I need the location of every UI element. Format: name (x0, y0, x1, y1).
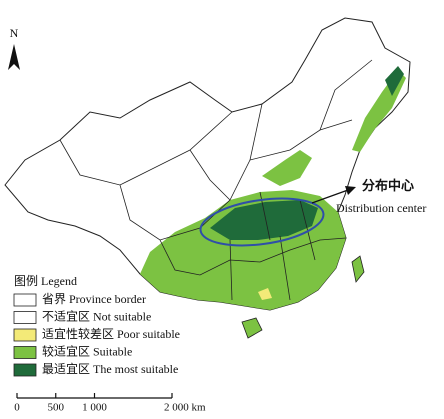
legend-swatch (13, 293, 37, 307)
legend-swatch (13, 328, 37, 342)
legend-label: 适宜性较差区 Poor suitable (42, 326, 180, 341)
most-suitable-area (210, 200, 318, 240)
island (241, 317, 263, 339)
scale-label: 2 000 km (164, 402, 206, 414)
poor-area (258, 288, 272, 300)
province-border (319, 59, 373, 131)
scale-label: 500 (48, 402, 65, 414)
distribution-ellipse (199, 197, 325, 247)
province-border (189, 149, 231, 201)
province-border (159, 237, 347, 276)
legend-swatch (13, 311, 37, 324)
scale-label: 1 000 (82, 402, 107, 414)
arrow-line (311, 189, 349, 204)
legend-label: 最适宜区 The most suitable (42, 361, 178, 376)
legend-label: 省界 Province border (42, 292, 146, 306)
legend-label: 不适宜区 Not suitable (42, 308, 151, 323)
province-border (59, 111, 233, 186)
legend-swatch (13, 346, 37, 359)
island (351, 255, 365, 283)
province-border (249, 119, 353, 161)
legend-title: 图例 Legend (14, 274, 77, 288)
arrow-head (345, 186, 356, 195)
annotation-en: Distribution center (336, 201, 426, 215)
province-border (229, 191, 316, 301)
legend-swatch (13, 363, 37, 377)
scale-bar: 0 500 1 000 2 000 km (14, 393, 206, 414)
legend-label: 较适宜区 Suitable (42, 343, 132, 358)
suitable-area (262, 150, 312, 186)
north-arrow (8, 44, 20, 70)
most-suitable-area (385, 66, 404, 96)
scale-label: 0 (14, 402, 20, 414)
legend: 省界 Province border 不适宜区 Not suitable 适宜性较差… (13, 292, 180, 377)
north-label: N (10, 26, 19, 40)
annotation-cn: 分布中心 (362, 178, 414, 193)
